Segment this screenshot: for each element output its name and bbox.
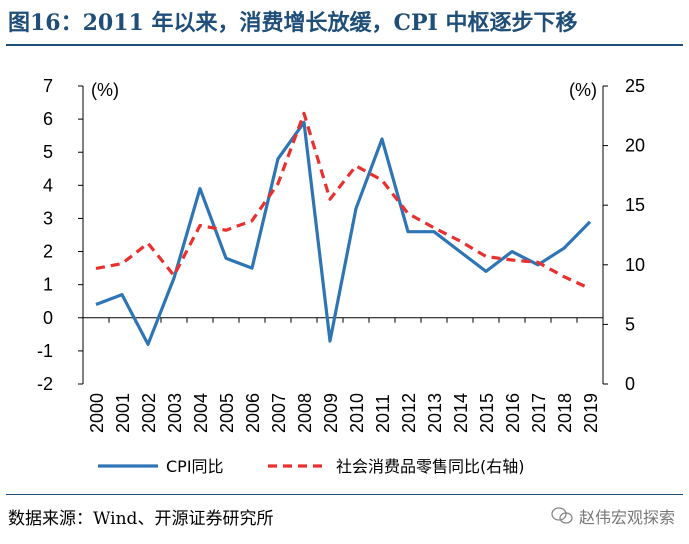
legend-label-retail: 社会消费品零售同比(右轴) — [336, 457, 525, 476]
x-tick-label: 2006 — [243, 393, 263, 433]
left-tick-label: 2 — [43, 242, 53, 262]
line-chart: -2 -1 0 1 2 3 4 5 6 7 0 5 10 15 20 25 (%) (%) 2000 2001 2002… — [37, 76, 645, 476]
left-tick-label: -2 — [37, 374, 53, 394]
left-axis-unit: (%) — [91, 80, 119, 100]
x-tick-label: 2010 — [347, 393, 367, 433]
page-title: 图16：2011 年以来，消费增长放缓，CPI 中枢逐步下移 — [8, 10, 578, 36]
legend-label-cpi: CPI同比 — [166, 457, 224, 476]
x-tick-label: 2016 — [503, 393, 523, 433]
watermark: 赵伟宏观探索 — [551, 504, 675, 528]
chart-axes: -2 -1 0 1 2 3 4 5 6 7 0 5 10 15 20 25 (%) (%) 2000 2001 2002… — [37, 76, 645, 433]
watermark-text: 赵伟宏观探索 — [578, 508, 675, 527]
x-tick-label: 2003 — [165, 393, 185, 433]
x-tick-label: 2005 — [217, 393, 237, 433]
chart-series — [95, 111, 592, 346]
series-line-retail — [95, 111, 591, 291]
x-tick-label: 2007 — [269, 393, 289, 433]
right-tick-label: 15 — [625, 195, 645, 215]
x-tick-label: 2011 — [373, 394, 393, 433]
x-tick-label: 2009 — [321, 393, 341, 433]
x-tick-label: 2015 — [477, 393, 497, 433]
left-tick-label: -1 — [37, 341, 53, 361]
title-divider — [6, 44, 683, 46]
left-tick-label: 3 — [43, 208, 53, 228]
x-tick-label: 2012 — [399, 393, 419, 433]
wechat-icon — [551, 507, 573, 524]
right-tick-label: 0 — [625, 374, 635, 394]
left-tick-label: 7 — [43, 76, 53, 96]
right-tick-label: 5 — [625, 314, 635, 334]
left-tick-label: 4 — [43, 175, 53, 195]
x-tick-label: 2001 — [113, 393, 133, 433]
right-tick-label: 25 — [625, 76, 645, 96]
left-tick-label: 6 — [43, 109, 53, 129]
source-note: 数据来源：Wind、开源证券研究所 — [8, 509, 274, 529]
left-tick-label: 0 — [43, 308, 53, 328]
chart-legend: CPI同比 社会消费品零售同比(右轴) — [98, 457, 525, 476]
series-line-cpi — [95, 120, 592, 346]
x-tick-label: 2002 — [139, 393, 159, 433]
x-tick-label: 2019 — [581, 393, 601, 433]
x-tick-label: 2008 — [295, 393, 315, 433]
right-tick-label: 10 — [625, 255, 645, 275]
left-tick-label: 1 — [43, 275, 53, 295]
left-tick-label: 5 — [43, 142, 53, 162]
x-tick-label: 2014 — [451, 393, 471, 433]
x-tick-label: 2013 — [425, 393, 445, 433]
x-tick-label: 2004 — [191, 393, 211, 433]
x-tick-label: 2017 — [529, 393, 549, 433]
x-tick-label: 2000 — [87, 393, 107, 433]
right-axis-unit: (%) — [569, 80, 597, 100]
x-tick-label: 2018 — [555, 393, 575, 433]
right-tick-label: 20 — [625, 136, 645, 156]
source-divider — [6, 494, 683, 495]
